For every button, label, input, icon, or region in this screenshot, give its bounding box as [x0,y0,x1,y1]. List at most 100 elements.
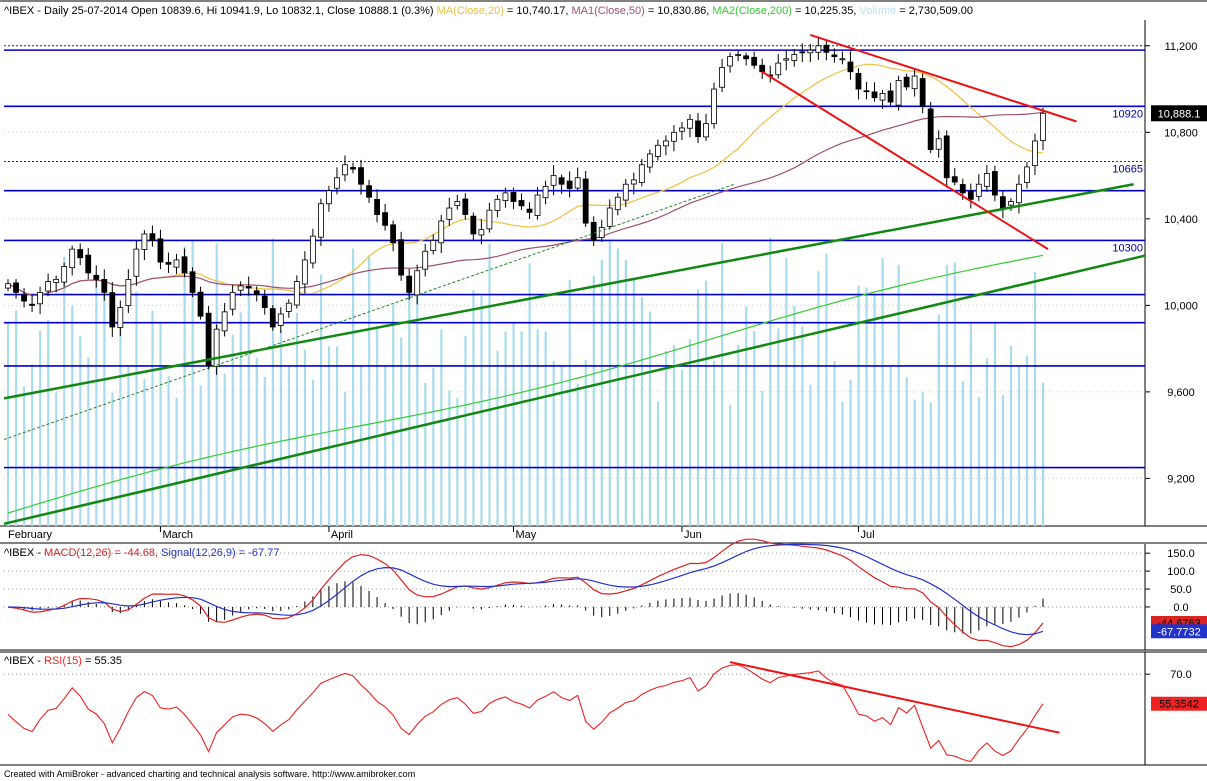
volume-bar [1025,355,1029,526]
candle-body [1032,140,1038,167]
volume-bar [400,337,403,526]
volume-bar [263,377,266,526]
candle-body [775,62,782,76]
month-label: Jul [860,529,874,541]
volume-bar [769,237,772,527]
candle-body [494,198,501,211]
candle-body [879,92,886,101]
volume-bar [223,373,226,526]
candle-body [671,131,677,142]
candle-body [630,179,637,185]
ma20-value: = 10,740.17, [504,5,572,17]
volume-bar [841,401,844,526]
volume-bar [528,263,531,526]
candle-body [911,75,918,90]
volume-bar [905,377,908,526]
volume-bar [440,329,443,526]
footer-credit: Created with AmiBroker - advanced charti… [4,769,415,779]
volume-bar [745,306,748,526]
volume-bar [672,345,676,526]
volume-bar [552,361,555,526]
volume-bar [801,326,804,526]
month-label: February [8,529,53,541]
volume-bar [544,331,547,526]
volume-bar [576,383,579,526]
macd-y-tick-label: 100.0 [1167,566,1195,578]
candle-body [1040,112,1046,141]
candle-body [975,183,982,197]
candle-body [462,198,469,215]
ma200-line [7,254,1044,514]
candle-body [446,207,453,220]
macd-y-tick-label: 0.0 [1173,602,1188,614]
candle-body [414,270,421,296]
candle-body [679,127,685,132]
volume-bar [753,331,756,526]
candle-body [438,220,445,244]
uptrend-line-lower [3,254,1146,526]
candle-body [550,175,557,186]
ma50-label: MA1(Close,50) [571,5,644,17]
volume-bar [616,248,619,526]
candle-body [791,54,798,61]
volume-bar [977,397,981,526]
volume-bar [560,365,563,526]
candle-body [37,291,43,305]
level-label: 10665 [1112,164,1143,176]
price-pane[interactable]: 9,200 9,600 10,000 10,400 10,800 11,200 Februa… [0,0,1207,653]
volume-bar [79,336,82,526]
volume-bar [721,243,724,526]
volume-bar [199,385,202,526]
volume-bar [504,331,507,526]
candle-body [735,54,742,56]
volume-bar [103,294,106,526]
volume-bar [1017,366,1021,526]
candle-body [157,238,164,263]
candle-body [1016,183,1022,204]
volume-bar [39,330,42,526]
candle-body [486,209,493,230]
volume-bar [448,390,451,526]
volume-bar [777,328,780,526]
volume-bar [23,386,26,526]
volume-label: Volume [860,5,897,17]
candle-body [1024,166,1030,183]
macd-header: ^IBEX - MACD(12,26) = -44.68, Signal(12,… [4,547,279,559]
candle-body [301,259,308,285]
candle-body [919,78,926,107]
volume-bar [536,329,539,526]
volume-bar [47,319,50,526]
volume-bar [913,399,916,526]
volume-bar [833,361,836,526]
candle-body [366,185,372,198]
candle-body [558,177,565,185]
candle-body [285,302,292,312]
candle-body [614,196,621,211]
ma50-line [7,111,1044,297]
volume-bar [1033,271,1037,526]
candle-body [125,279,132,307]
candle-body [173,259,180,268]
rsi-pane[interactable]: 70.0 55.3542 [0,652,1207,766]
level-label: 10300 [1112,242,1143,254]
volume-bar [600,260,603,526]
candle-body [799,51,806,54]
volume-bar [849,379,852,526]
candle-body [293,281,300,306]
volume-bar [785,257,788,526]
volume-bar [809,384,812,526]
candle-body [253,290,260,295]
candle-body [783,58,790,61]
volume-bar [167,376,170,526]
volume-bar [713,360,716,526]
volume-bar [648,311,652,526]
candle-body [342,164,348,176]
volume-bar [15,310,18,526]
candle-body [871,91,878,99]
candle-body [133,248,140,277]
candle-body [1008,201,1014,206]
volume-bar [295,313,299,526]
